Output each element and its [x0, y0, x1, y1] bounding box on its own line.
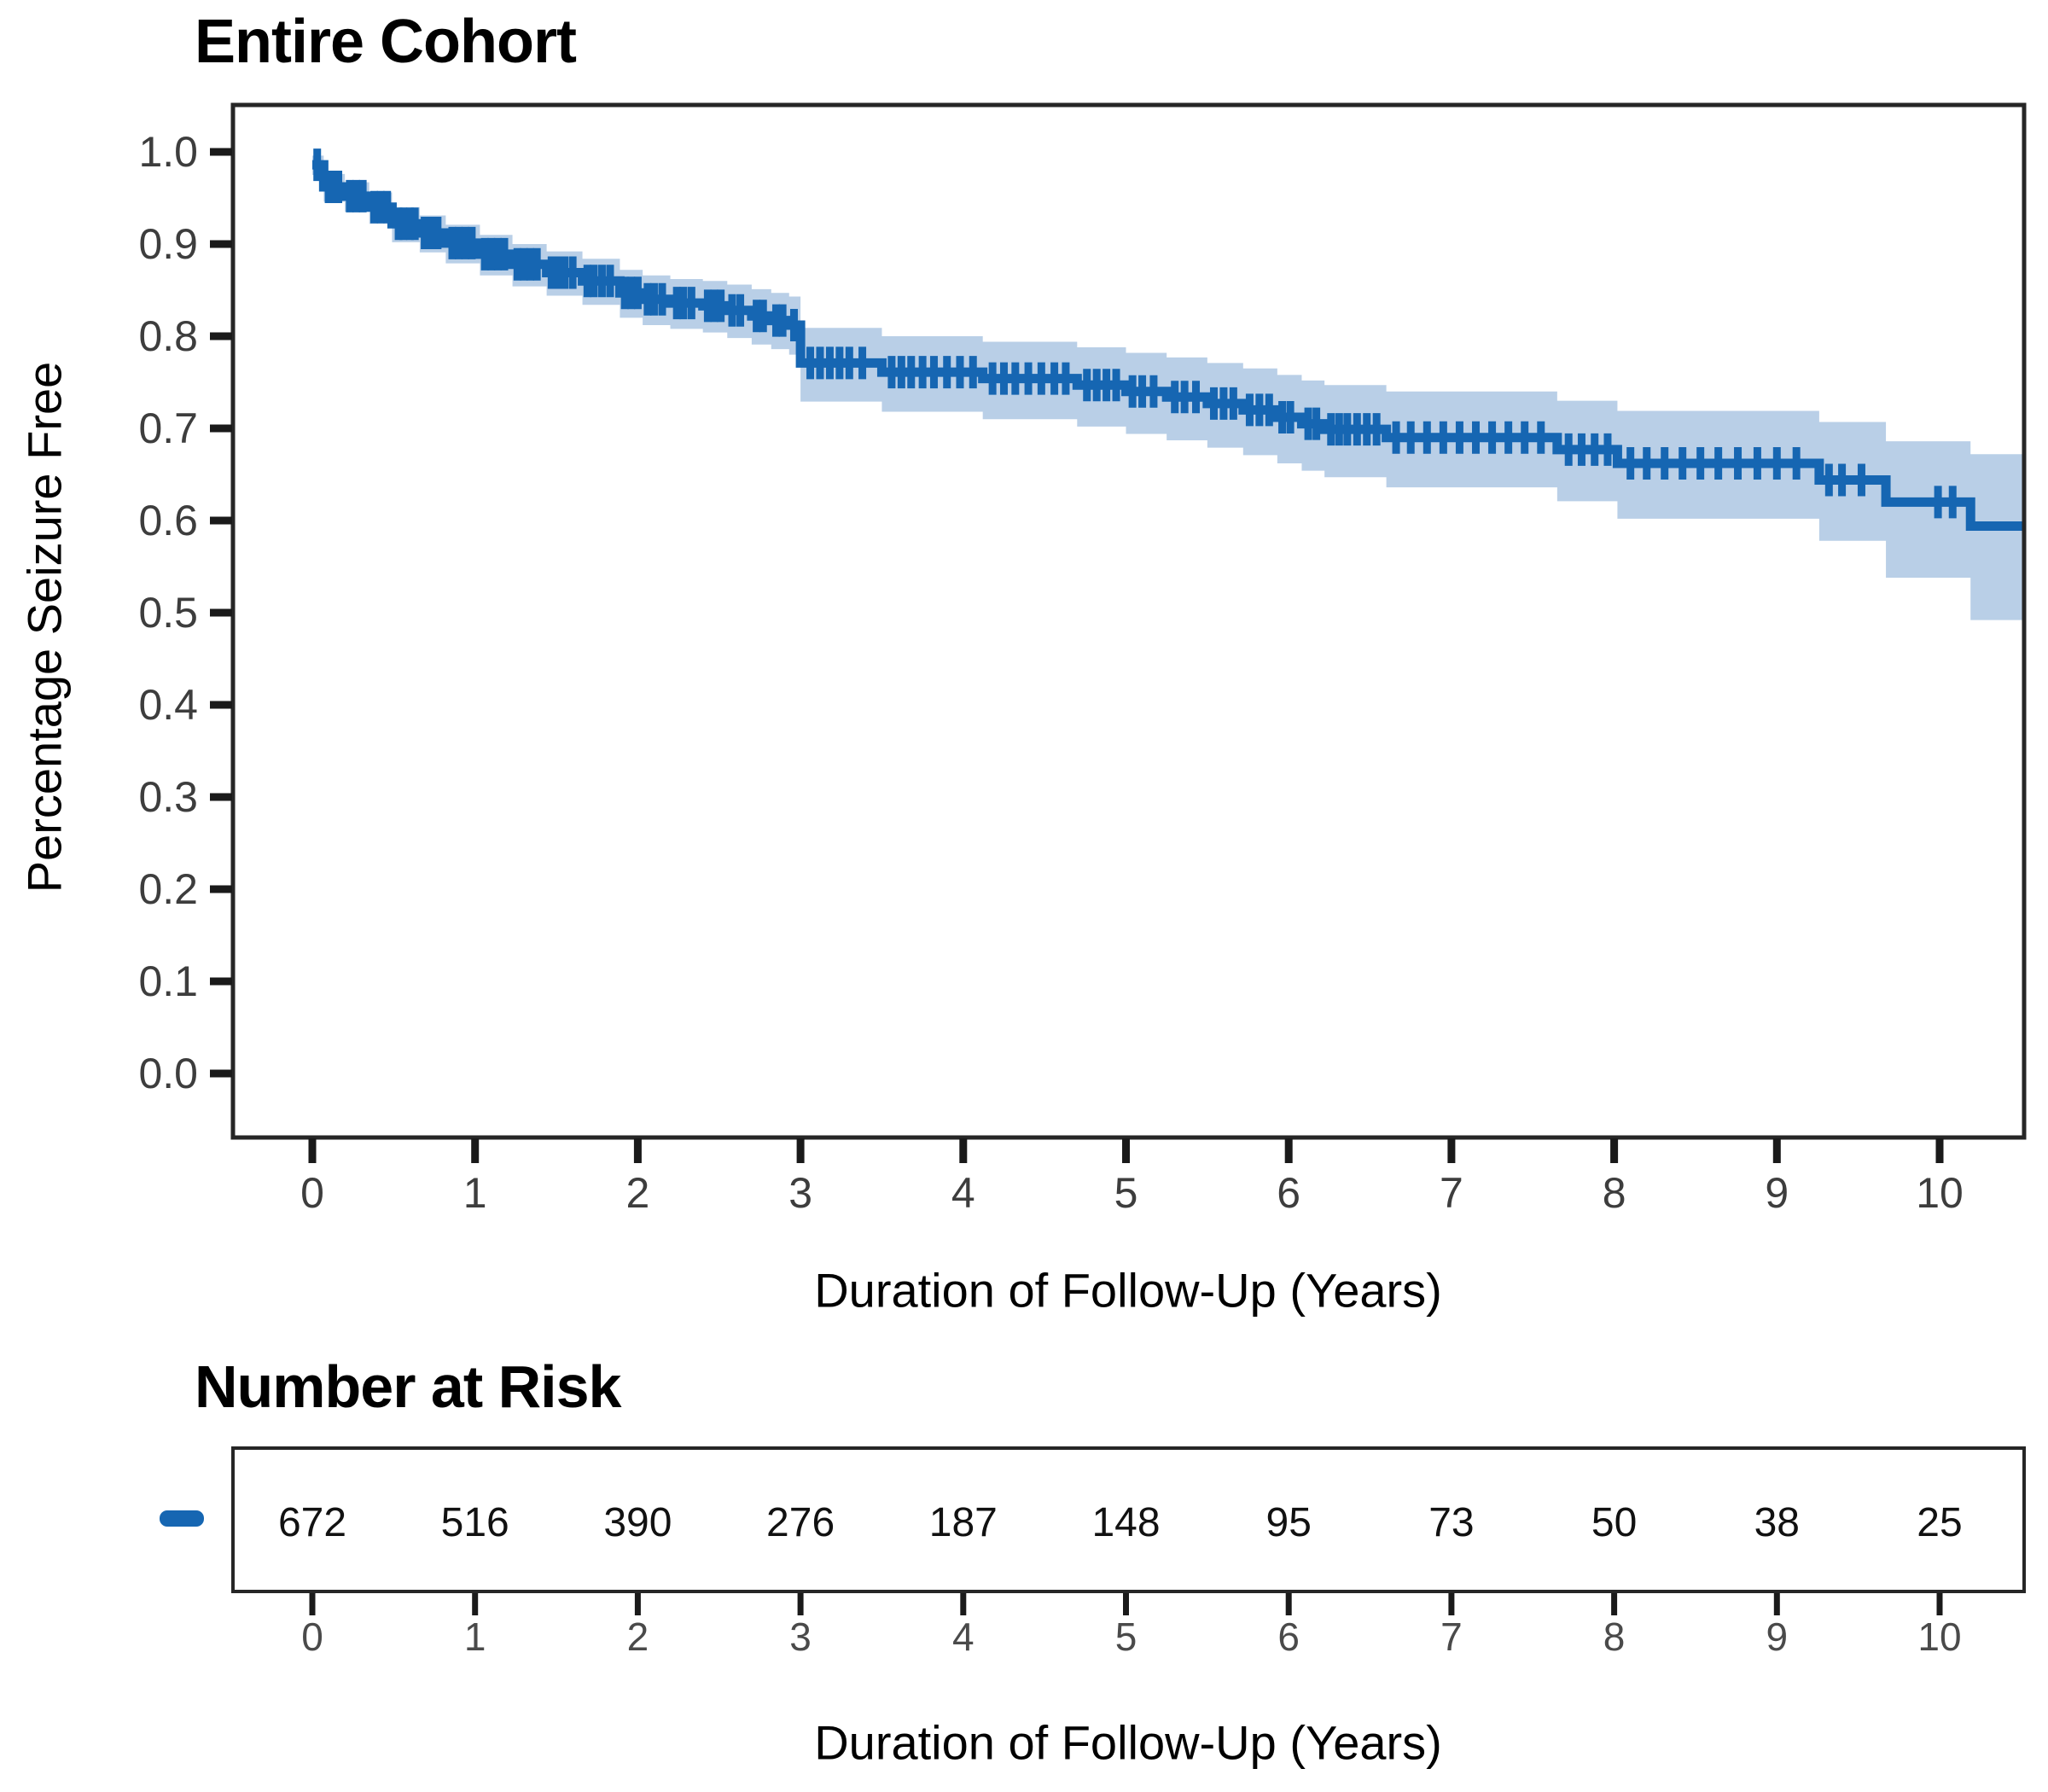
y-tick-label: 0.4 [138, 681, 198, 729]
x-tick-label: 1 [463, 1169, 487, 1217]
risk-axis-tick-label: 8 [1603, 1615, 1626, 1659]
risk-count: 148 [1091, 1500, 1160, 1545]
x-axis-label: Duration of Follow-Up (Years) [814, 1263, 1442, 1318]
risk-axis-tick-label: 9 [1766, 1615, 1789, 1659]
x-tick-label: 3 [788, 1169, 812, 1217]
y-tick-label: 0.1 [138, 957, 198, 1005]
y-tick-label: 1.0 [138, 128, 198, 176]
x-tick-label: 8 [1603, 1169, 1626, 1217]
risk-count: 276 [766, 1500, 835, 1545]
risk-axis-tick-label: 4 [952, 1615, 975, 1659]
risk-count: 516 [441, 1500, 509, 1545]
risk-count: 50 [1591, 1500, 1637, 1545]
risk-count: 25 [1917, 1500, 1962, 1545]
x-tick-label: 10 [1916, 1169, 1964, 1217]
y-tick-label: 0.7 [138, 404, 198, 452]
risk-table-heading: Number at Risk [195, 1353, 621, 1420]
chart-title: Entire Cohort [195, 8, 577, 76]
risk-count: 672 [278, 1500, 346, 1545]
y-tick-label: 0.8 [138, 312, 198, 360]
x-tick-label: 6 [1277, 1169, 1300, 1217]
y-tick-label: 0.5 [138, 589, 198, 637]
risk-count: 187 [929, 1500, 998, 1545]
y-tick-label: 0.6 [138, 497, 198, 544]
y-tick-label: 0.3 [138, 773, 198, 821]
x-tick-label: 4 [951, 1169, 975, 1217]
risk-count: 95 [1266, 1500, 1312, 1545]
risk-count: 390 [603, 1500, 672, 1545]
y-tick-label: 0.0 [138, 1050, 198, 1097]
y-tick-label: 0.2 [138, 865, 198, 913]
x-tick-label: 9 [1765, 1169, 1789, 1217]
risk-axis-tick-label: 3 [789, 1615, 812, 1659]
risk-table-x-axis-label: Duration of Follow-Up (Years) [814, 1715, 1442, 1770]
risk-axis-tick-label: 7 [1440, 1615, 1463, 1659]
x-tick-label: 7 [1440, 1169, 1463, 1217]
survival-curve [312, 160, 2025, 531]
x-tick-label: 2 [625, 1169, 649, 1217]
x-tick-label: 0 [300, 1169, 324, 1217]
risk-axis-tick-label: 6 [1277, 1615, 1300, 1659]
risk-axis-tick-label: 0 [301, 1615, 323, 1659]
risk-axis-tick-label: 2 [627, 1615, 649, 1659]
legend-dash [160, 1510, 204, 1527]
risk-count: 73 [1428, 1500, 1474, 1545]
risk-axis-tick-label: 10 [1917, 1615, 1961, 1659]
x-tick-label: 5 [1114, 1169, 1138, 1217]
plot-border [230, 102, 2027, 1140]
y-tick-label: 0.9 [138, 220, 198, 268]
risk-count: 38 [1754, 1500, 1800, 1545]
risk-table-box [231, 1446, 2026, 1593]
risk-axis-tick-label: 1 [464, 1615, 486, 1659]
risk-axis-tick-label: 5 [1115, 1615, 1137, 1659]
